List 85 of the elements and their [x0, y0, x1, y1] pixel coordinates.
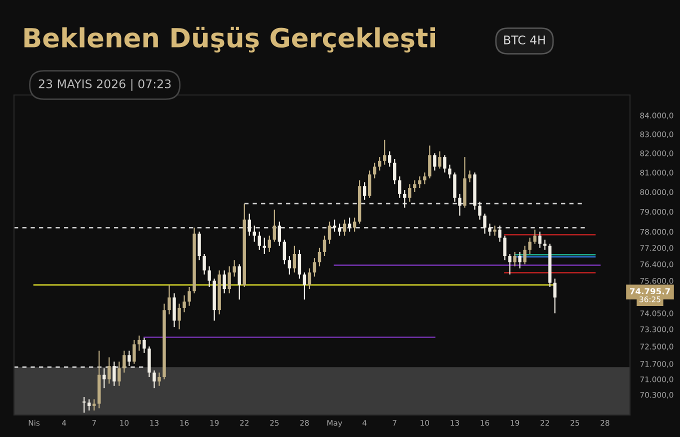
candlestick	[312, 258, 316, 278]
candlestick	[228, 266, 231, 294]
candlestick	[403, 189, 406, 208]
annotation: 74.795,7	[630, 288, 670, 296]
candlestick	[508, 253, 512, 276]
candlestick	[318, 247, 322, 267]
candlestick	[268, 235, 272, 252]
candlestick	[543, 239, 546, 250]
candlestick	[278, 221, 282, 246]
candlestick	[433, 152, 436, 172]
chart-subtitle: 23 MAYIS 2026 | 07:23	[38, 79, 171, 91]
candlestick	[372, 162, 376, 179]
candlestick	[352, 217, 356, 232]
candlestick	[538, 231, 542, 248]
candlestick	[443, 154, 446, 174]
candlestick	[88, 398, 91, 412]
candlestick	[248, 213, 251, 236]
candlestick	[152, 370, 156, 389]
chart-title: Beklenen Düşüş Gerçekleşti	[24, 26, 435, 52]
candlestick	[483, 213, 486, 234]
candlestick	[523, 245, 526, 265]
candlestick	[142, 337, 146, 354]
candlestick	[528, 237, 532, 255]
candlestick	[393, 158, 396, 185]
candlestick	[503, 235, 506, 261]
candlestick	[188, 286, 191, 306]
candlestick	[518, 251, 522, 269]
candlestick	[172, 292, 176, 328]
candlestick	[262, 237, 266, 255]
candlestick	[458, 193, 462, 216]
candlestick	[178, 303, 181, 330]
candlestick	[292, 245, 296, 274]
text: BTC 4H	[504, 35, 545, 44]
candlestick	[122, 350, 126, 374]
candlestick	[418, 176, 422, 189]
candlestick	[272, 209, 276, 242]
candlestick	[208, 266, 211, 288]
candlestick	[493, 225, 496, 236]
candlestick	[553, 278, 556, 314]
candlestick	[413, 180, 416, 193]
candlestick	[513, 251, 516, 267]
candlestick	[362, 182, 366, 200]
candlestick	[132, 339, 136, 364]
candlestick	[498, 225, 502, 242]
candlestick	[448, 164, 452, 179]
candlestick	[108, 356, 111, 384]
candlestick	[423, 172, 426, 185]
candlestick	[182, 294, 186, 313]
candlestick	[282, 239, 286, 265]
candlestick	[408, 184, 412, 202]
candlestick	[168, 284, 171, 315]
candlestick	[238, 264, 241, 300]
candlestick	[258, 231, 261, 250]
candlestick	[158, 372, 161, 386]
candlestick	[348, 217, 352, 232]
candlestick	[202, 253, 206, 276]
candlestick	[112, 361, 116, 386]
candlestick	[328, 221, 332, 244]
candlestick	[338, 223, 342, 236]
candlestick	[428, 145, 432, 179]
candlestick	[383, 139, 386, 166]
candlestick	[438, 150, 442, 170]
candlestick	[288, 255, 292, 276]
candlestick	[368, 170, 372, 198]
candlestick	[198, 231, 201, 261]
candlestick	[388, 150, 392, 168]
candlestick	[232, 260, 236, 278]
candlestick	[118, 361, 121, 386]
candlestick	[453, 172, 456, 202]
candlestick	[478, 201, 482, 220]
candlestick	[138, 335, 141, 352]
candlestick	[302, 272, 306, 300]
candlestick	[252, 225, 256, 242]
candlestick	[342, 219, 346, 236]
candlestick	[308, 268, 312, 290]
candlestick	[533, 229, 536, 244]
candlestick	[322, 235, 326, 257]
candlestick	[298, 249, 302, 280]
candlestick	[92, 398, 96, 412]
candlestick	[222, 270, 226, 294]
candlestick	[128, 350, 131, 367]
candlestick	[332, 219, 336, 232]
candlestick	[468, 170, 472, 183]
candlestick	[398, 176, 402, 198]
candlestick	[488, 223, 492, 236]
